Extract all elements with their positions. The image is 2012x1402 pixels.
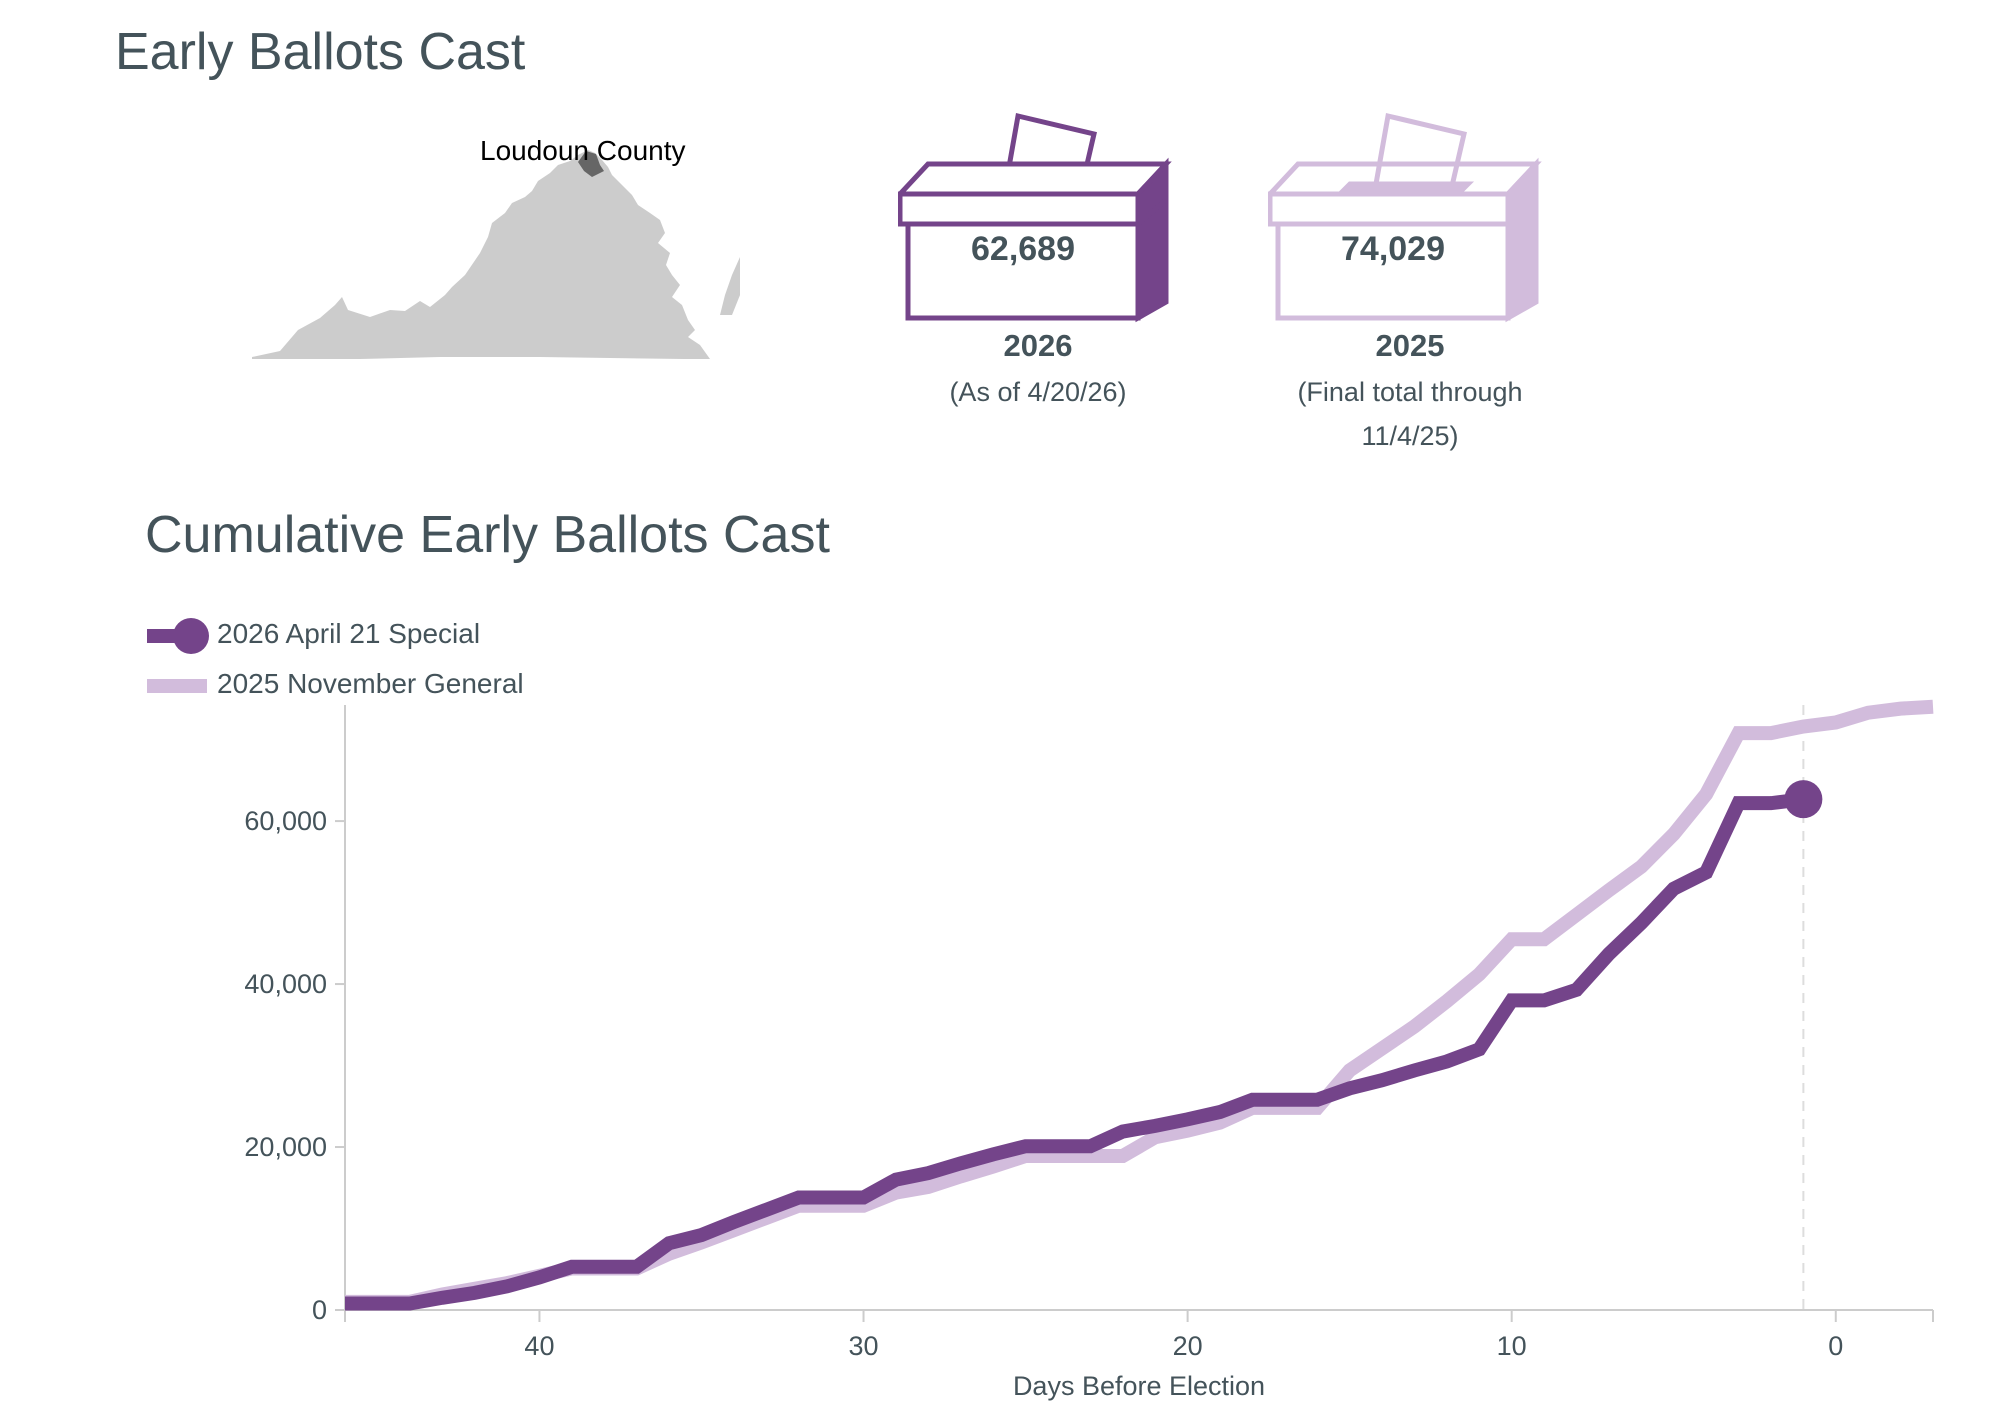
y-tick-label: 0 [312, 1295, 327, 1325]
legend-label: 2025 November General [217, 668, 524, 699]
county-label: Loudoun County [480, 135, 686, 166]
ballot-box-icon [1264, 112, 1542, 323]
ballot-box-icon [894, 112, 1172, 323]
x-tick-label: 0 [1828, 1331, 1843, 1361]
legend-swatch-2026 [147, 618, 209, 654]
ballot-box-2025: 74,029 [1264, 112, 1568, 342]
box-note: (As of 4/20/26) [949, 377, 1127, 407]
x-tick-label: 40 [524, 1331, 554, 1361]
y-tick-label: 40,000 [244, 969, 327, 999]
box-note-line-1: (Final total through [1297, 377, 1523, 407]
x-tick-label: 10 [1497, 1331, 1527, 1361]
y-tick-label: 60,000 [244, 806, 327, 836]
legend-label: 2026 April 21 Special [217, 618, 481, 649]
box-year: 2026 [1003, 328, 1073, 363]
x-axis-label: Days Before Election [1013, 1371, 1265, 1401]
legend-swatch-2025 [147, 679, 207, 693]
x-tick-label: 30 [849, 1331, 879, 1361]
loudoun-county-shape [578, 151, 604, 177]
series-2026-endpoint [1784, 780, 1823, 819]
box-count: 74,029 [1341, 230, 1445, 268]
x-tick-label: 20 [1173, 1331, 1203, 1361]
box-count: 62,689 [971, 230, 1075, 268]
page-title: Early Ballots Cast [115, 23, 526, 81]
chart-title: Cumulative Early Ballots Cast [145, 506, 830, 564]
ballot-box-2026: 62,689 [894, 112, 1198, 342]
box-note-line-2: 11/4/25) [1361, 421, 1459, 451]
virginia-state-shape [252, 150, 710, 359]
box-year: 2025 [1375, 328, 1445, 363]
y-tick-label: 20,000 [244, 1132, 327, 1162]
series-line-2026 [345, 792, 1805, 1311]
series-line-2025 [345, 699, 1934, 1309]
